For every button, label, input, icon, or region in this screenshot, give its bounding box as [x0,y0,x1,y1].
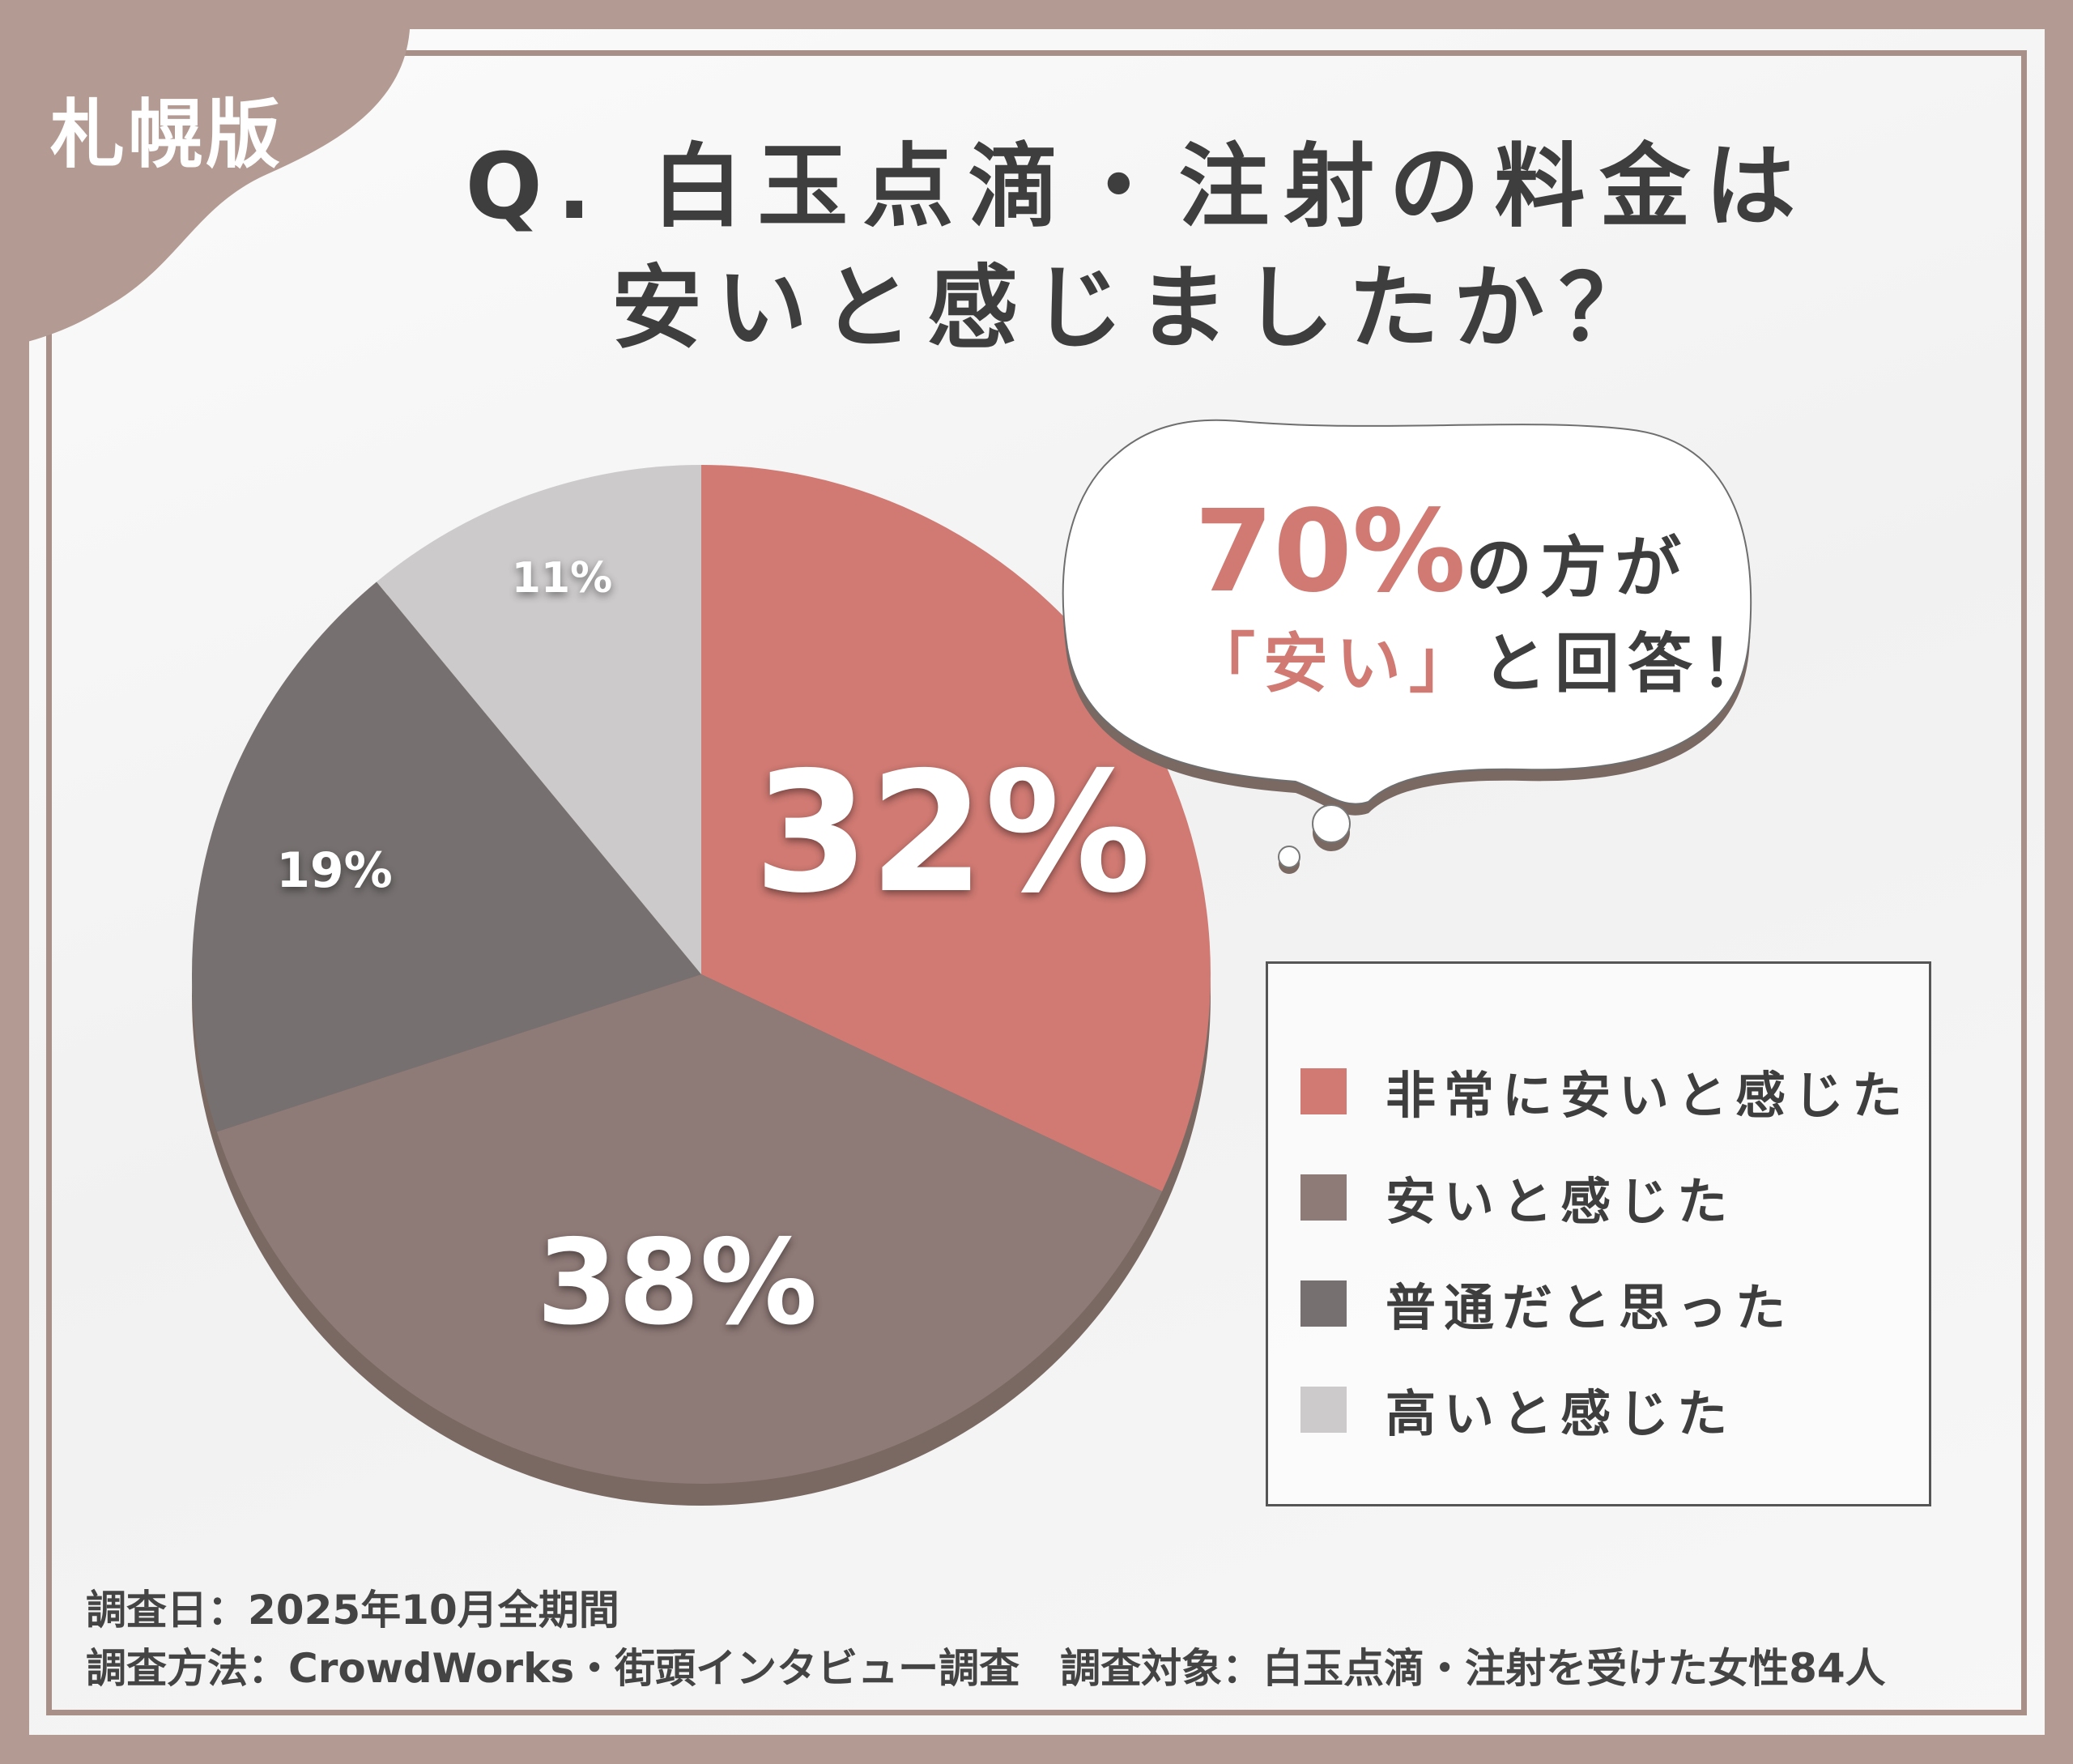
survey-date: 調査日：2025年10月全期間 [86,1587,619,1634]
slice-label-11: 11% [511,554,613,603]
legend-swatch [1300,1174,1347,1221]
legend-label: 非常に安いと感じた [1386,1066,1911,1125]
legend-label: 普通だと思った [1386,1278,1794,1337]
pie-slice-11 [377,465,701,974]
legend-swatch [1300,1067,1347,1114]
title-line-1: Q. 白玉点滴・注射の料金は [465,134,1811,240]
legend-swatch [1300,1280,1347,1327]
pie-slice-38 [216,974,1163,1485]
callout-line2-rest: と回答！ [1482,626,1773,701]
legend-item: 普通だと思った [1300,1267,1794,1340]
callout-quote: 「安い」 [1190,626,1482,701]
legend-item: 非常に安いと感じた [1300,1055,1910,1127]
region-tag: 札幌版 [50,92,284,178]
slice-label-32: 32% [753,737,1151,930]
slice-label-19: 19% [276,842,393,899]
callout-line-2: 「安い」と回答！ [1190,611,1773,705]
survey-method: 調査方法：CrowdWorks・街頭インタビュー調査 調査対象：白玉点滴・注射を… [86,1645,1886,1692]
region-corner-tab [0,0,411,348]
title-line-2: 安いと感じましたか？ [611,256,1664,361]
legend-item: 安いと感じた [1300,1161,1735,1234]
pie-slice-19 [192,582,702,1132]
callout-highlight: 70% [1194,486,1466,618]
slice-label-38: 38% [536,1214,818,1352]
card-frame [46,50,2027,1715]
legend: 非常に安いと感じた 安いと感じた 普通だと思った 高いと感じた [1266,961,1931,1506]
legend-item: 高いと感じた [1300,1373,1735,1446]
callout-line1-rest: の方が [1466,530,1690,607]
legend-label: 高いと感じた [1386,1384,1736,1443]
callout-line-1: 70%の方が [1194,486,1689,618]
legend-swatch [1300,1386,1347,1433]
legend-label: 安いと感じた [1386,1172,1736,1231]
